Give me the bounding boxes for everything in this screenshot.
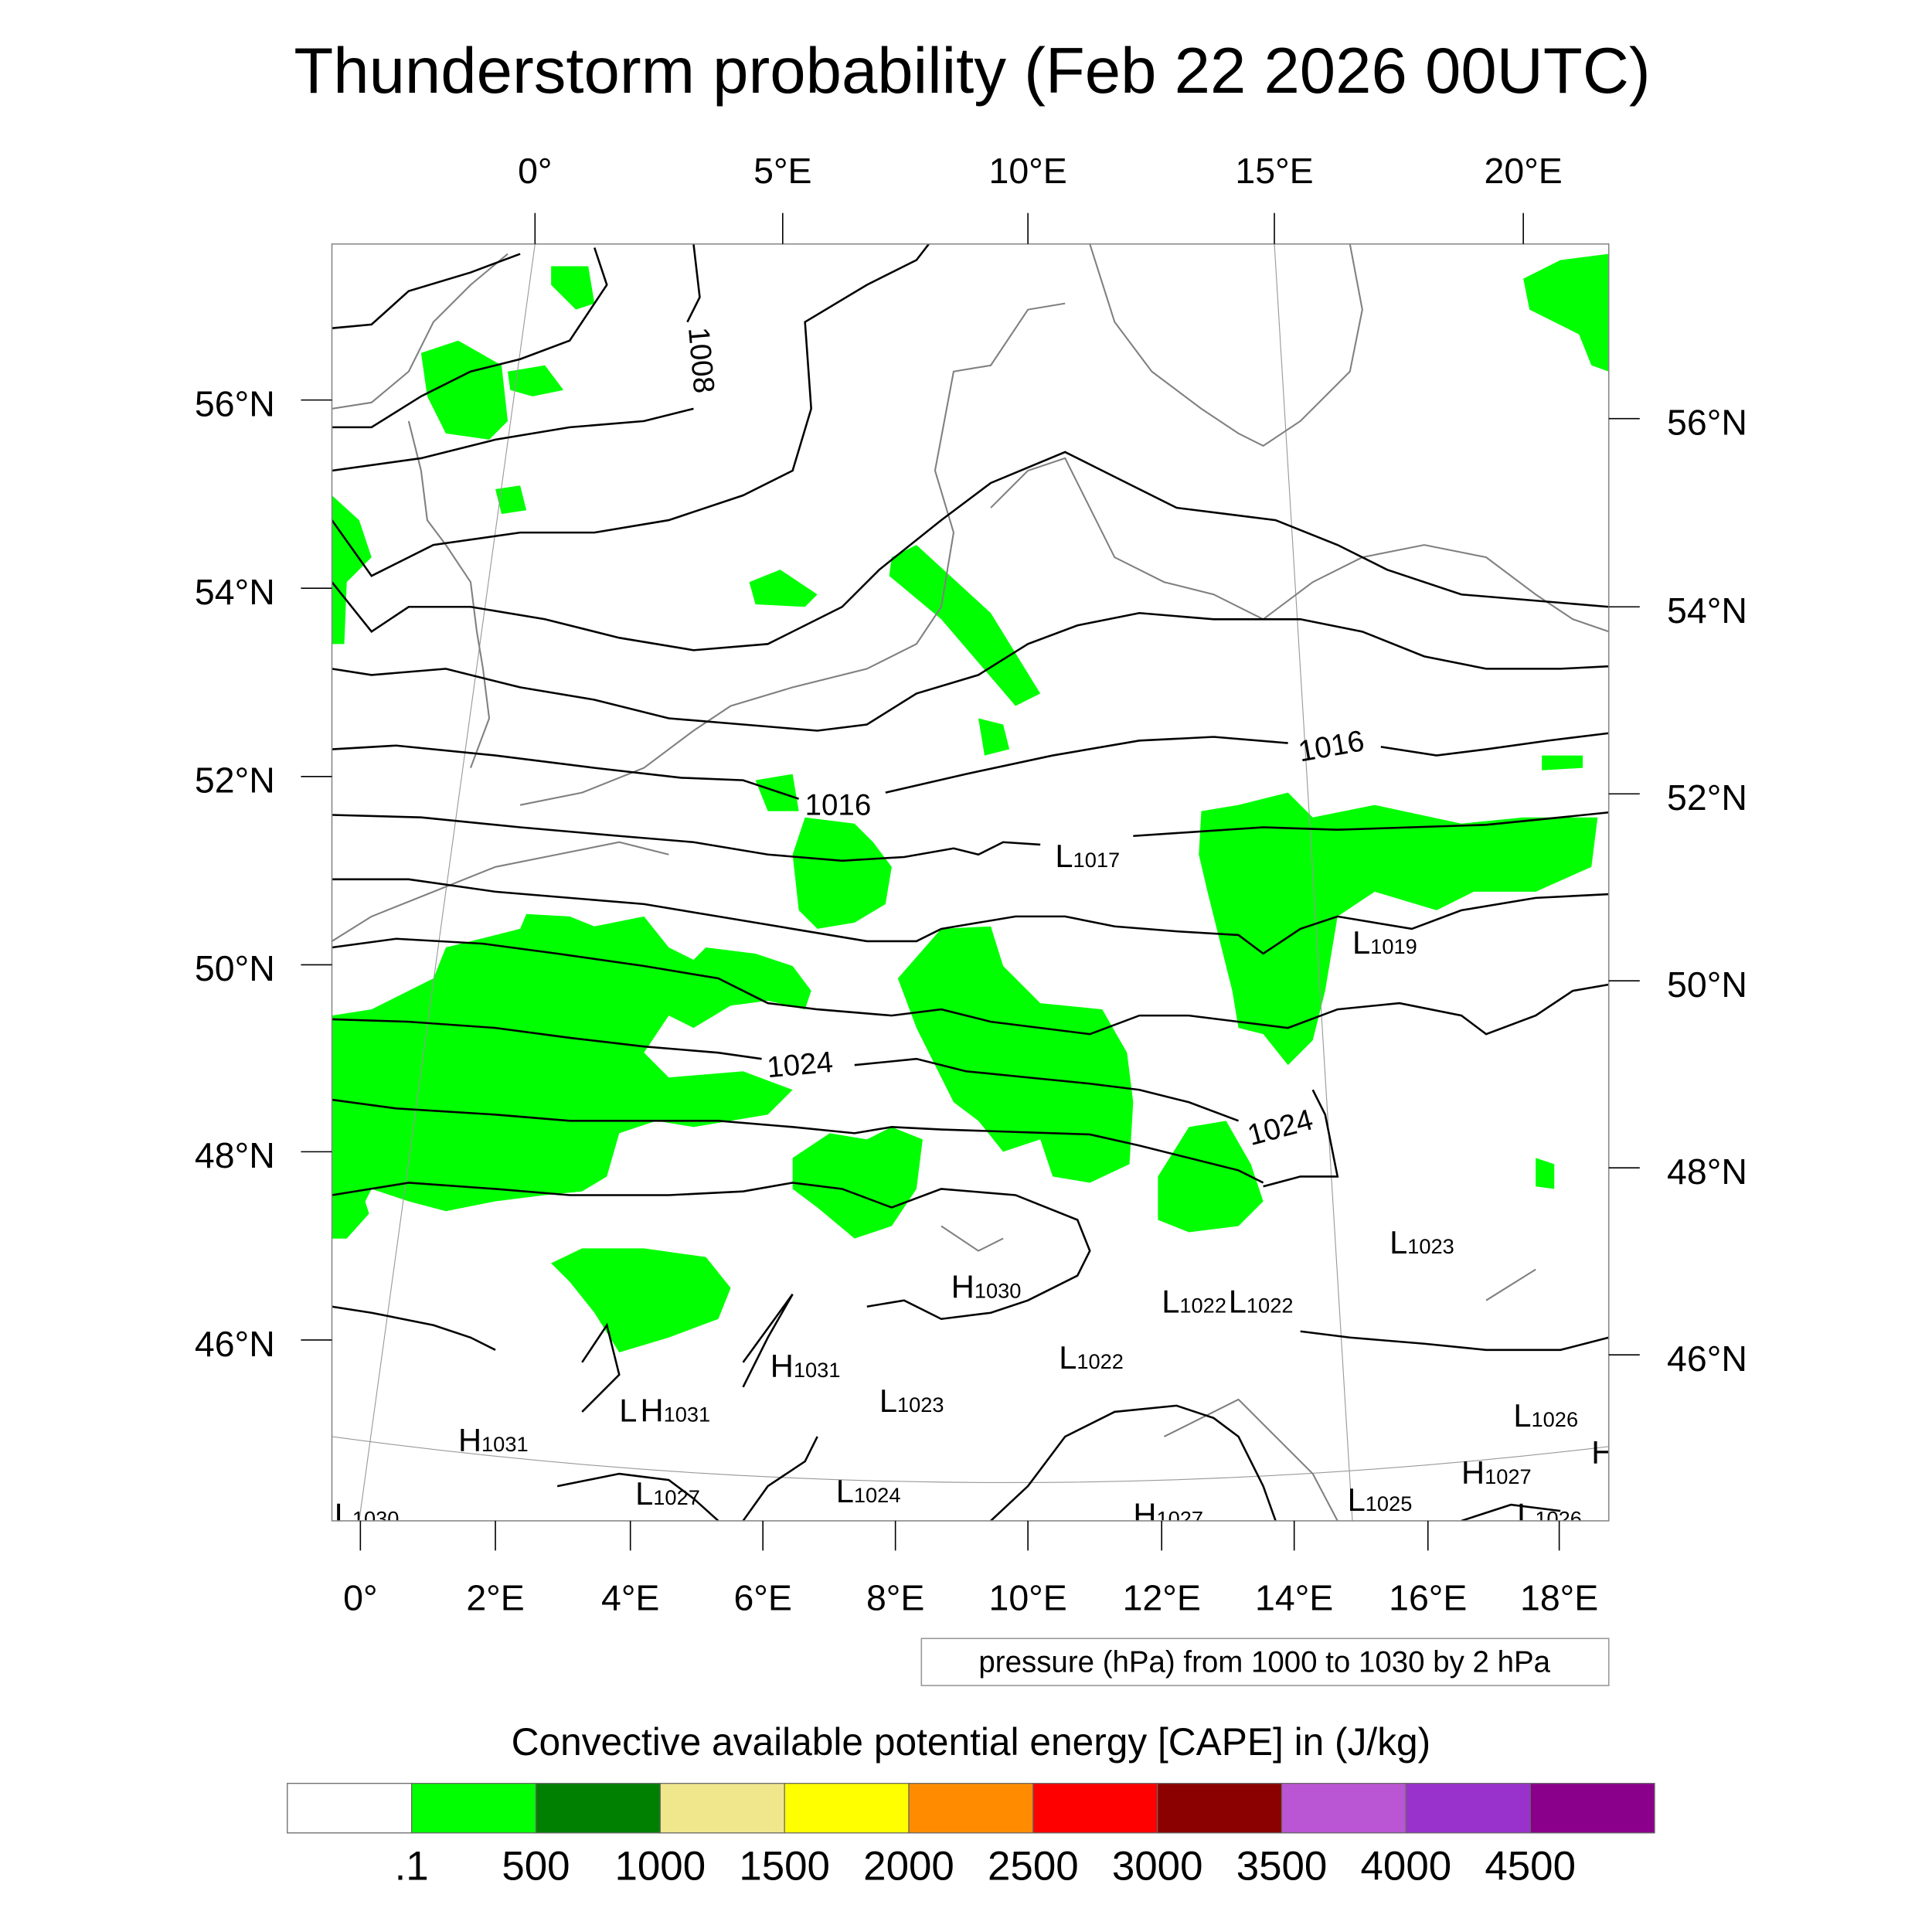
tick-label: 18°E — [1520, 1577, 1598, 1617]
tick-label: 52°N — [1667, 777, 1747, 818]
pressure-center-label: L — [619, 1393, 637, 1429]
tick-label: 20°E — [1485, 151, 1563, 191]
colorbar-label: 2500 — [988, 1844, 1079, 1889]
colorbar-label: 500 — [502, 1844, 570, 1889]
colorbar-swatch — [908, 1783, 1034, 1834]
tick-label: 12°E — [1123, 1577, 1201, 1617]
tick-label: 56°N — [1667, 403, 1747, 443]
contour-label: 1016 — [1296, 724, 1367, 768]
pressure-center-label: L1023 — [879, 1383, 944, 1419]
pressure-center-label: H1031 — [770, 1348, 841, 1384]
tick-label: 46°N — [1667, 1338, 1747, 1379]
colorbar-label: 4500 — [1485, 1844, 1576, 1889]
contour-label: 1016 — [805, 788, 872, 821]
colorbar-label: 2000 — [863, 1844, 954, 1889]
colorbar-swatch — [1157, 1783, 1283, 1834]
bottom-longitude-labels: 0° 2°E 4°E 6°E 8°E 10°E 12°E 14°E 16°E 1… — [343, 1577, 1598, 1617]
colorbar-swatch — [535, 1783, 661, 1834]
pressure-center-label: L1022 — [1229, 1284, 1294, 1320]
colorbar-label: 3000 — [1112, 1844, 1203, 1889]
tick-label: 15°E — [1235, 151, 1313, 191]
colorbar-swatch — [287, 1783, 413, 1834]
contour-label: 1024 — [1244, 1103, 1317, 1152]
right-latitude-labels: 56°N 54°N 52°N 50°N 48°N 46°N — [1667, 403, 1747, 1379]
pressure-center-label: L1022 — [1059, 1339, 1124, 1376]
colorbar-label: 3500 — [1236, 1844, 1328, 1889]
top-longitude-labels: 0° 5°E 10°E 15°E 20°E — [518, 151, 1563, 191]
tick-label: 46°N — [195, 1324, 275, 1364]
tick-label: 16°E — [1389, 1577, 1467, 1617]
pressure-center-label: H1031 — [458, 1422, 529, 1458]
contour-info-text: pressure (hPa) from 1000 to 1030 by 2 hP… — [978, 1645, 1550, 1679]
pressure-center-label: L1024 — [836, 1473, 901, 1509]
colorbar-label: 1000 — [614, 1844, 706, 1889]
colorbar-labels: .1 500 1000 1500 2000 2500 3000 3500 4000 4500 — [395, 1844, 1576, 1889]
colorbar-swatch — [784, 1783, 910, 1834]
tick-label: 50°N — [1667, 964, 1747, 1005]
colorbar-swatch — [1529, 1783, 1655, 1834]
tick-label: 10°E — [988, 1577, 1066, 1617]
colorbar-swatch — [1281, 1783, 1406, 1834]
tick-label: 50°N — [195, 948, 275, 988]
contour-info-box: pressure (hPa) from 1000 to 1030 by 2 hP… — [920, 1638, 1610, 1686]
pressure-center-label: L1019 — [1352, 924, 1417, 961]
colorbar-swatch — [659, 1783, 785, 1834]
pressure-center-label: H — [1591, 1434, 1614, 1471]
left-latitude-labels: 56°N 54°N 52°N 50°N 48°N 46°N — [195, 383, 275, 1363]
pressure-center-label: L1027 — [635, 1475, 700, 1512]
colorbar-swatch — [410, 1783, 537, 1834]
pressure-center-label: L1023 — [1389, 1224, 1454, 1260]
pressure-center-label: L1030 — [335, 1496, 400, 1532]
pressure-center-label: L1022 — [1162, 1284, 1226, 1320]
map-area: 1008 1016 1016 1024 1024 L1017 L1019 L10… — [332, 243, 1614, 1532]
pressure-center-label: L1026 — [1513, 1397, 1578, 1434]
pressure-centers: L1017 L1019 L1023 H1030 L1022 L1022 L102… — [335, 838, 1614, 1532]
pressure-center-label: H1027 — [1133, 1496, 1203, 1532]
graticule — [332, 243, 1609, 1521]
colorbar-label: 4000 — [1361, 1844, 1452, 1889]
colorbar-swatch — [1032, 1783, 1158, 1834]
pressure-center-label: L1025 — [1348, 1481, 1413, 1518]
tick-label: 48°N — [195, 1135, 275, 1175]
isobars — [332, 243, 1609, 1521]
tick-label: 56°N — [195, 383, 275, 423]
colorbar-title: Convective available potential energy [C… — [512, 1720, 1431, 1764]
tick-label: 54°N — [195, 572, 275, 612]
tick-label: 52°N — [195, 760, 275, 801]
tick-label: 5°E — [753, 151, 811, 191]
tick-label: 0° — [518, 151, 552, 191]
pressure-center-label: H1031 — [641, 1393, 711, 1429]
tick-label: 8°E — [866, 1577, 924, 1617]
tick-label: 2°E — [466, 1577, 524, 1617]
tick-label: 4°E — [601, 1577, 659, 1617]
tick-label: 48°N — [1667, 1151, 1747, 1192]
colorbar-label: 1500 — [739, 1844, 830, 1889]
tick-label: 14°E — [1255, 1577, 1333, 1617]
map-frame — [331, 243, 1610, 1522]
pressure-center-label: L1017 — [1055, 838, 1120, 874]
tick-label: 10°E — [988, 151, 1066, 191]
contour-label: 1024 — [766, 1046, 835, 1084]
tick-label: 0° — [343, 1577, 377, 1617]
cape-shading — [332, 253, 1609, 1352]
colorbar-swatch — [1405, 1783, 1531, 1834]
figure-title: Thunderstorm probability (Feb 22 2026 00… — [294, 35, 1650, 107]
pressure-center-label: L1026 — [1517, 1496, 1582, 1532]
pressure-center-label: H1030 — [951, 1268, 1022, 1304]
tick-label: 54°N — [1667, 590, 1747, 631]
contour-label: 1008 — [682, 326, 720, 395]
colorbar — [287, 1783, 1655, 1834]
tick-label: 6°E — [733, 1577, 791, 1617]
axis-ticks — [301, 213, 1640, 1551]
pressure-center-label: H1027 — [1461, 1454, 1532, 1491]
colorbar-label: .1 — [395, 1844, 429, 1889]
